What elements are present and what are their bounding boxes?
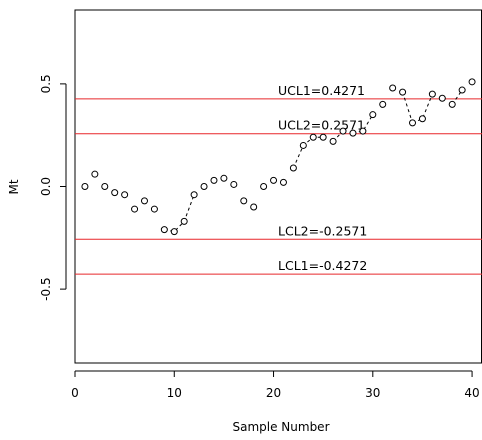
dashed-segment-2 (292, 136, 324, 169)
y-tick-label: 0.5 (39, 74, 53, 93)
data-point (359, 127, 367, 135)
data-point (428, 90, 436, 98)
x-axis-label: Sample Number (232, 420, 329, 434)
data-point (399, 88, 407, 96)
data-point (339, 127, 347, 135)
data-point (210, 176, 218, 184)
control-line-label-4: LCL1=-0.4272 (278, 258, 367, 273)
control-lines: UCL1=0.4271UCL2=0.2571LCL2=-0.2571LCL1=-… (75, 83, 482, 275)
data-point (458, 86, 466, 94)
data-point (349, 129, 357, 137)
data-point (180, 217, 188, 225)
data-point (468, 78, 476, 86)
y-tick-label: 0.0 (39, 177, 53, 196)
data-point (369, 111, 377, 119)
data-point (150, 205, 158, 213)
plot-border (74, 9, 482, 364)
x-axis: 0 10 20 30 40 (71, 370, 480, 400)
x-tick-label: 0 (71, 386, 79, 400)
data-point (279, 178, 287, 186)
plot-frame (74, 9, 482, 364)
data-point (230, 180, 238, 188)
data-point (111, 189, 119, 197)
data-point (240, 197, 248, 205)
data-point (389, 84, 397, 92)
data-point (260, 183, 268, 190)
data-point (170, 228, 178, 236)
data-point (299, 141, 307, 149)
data-point (121, 191, 129, 199)
data-point (409, 119, 417, 127)
data-point (289, 164, 297, 172)
x-tick-label: 20 (266, 386, 281, 400)
x-tick-label: 10 (167, 386, 182, 400)
control-line-label-1: UCL1=0.4271 (278, 83, 365, 98)
data-point (220, 174, 228, 182)
data-point (319, 133, 327, 141)
data-point (309, 133, 317, 141)
data-point (329, 137, 337, 145)
data-point (379, 100, 387, 108)
data-point (101, 183, 109, 190)
data-point (200, 183, 208, 190)
data-point (81, 183, 89, 190)
data-point (418, 115, 426, 123)
dashed-segment-5 (402, 91, 413, 124)
y-axis: -0.5 0.0 0.5 (39, 74, 67, 301)
y-tick-label: -0.5 (39, 277, 53, 300)
x-tick-label: 40 (464, 386, 479, 400)
x-tick-label: 30 (365, 386, 380, 400)
data-point (250, 203, 258, 211)
data-point (160, 226, 168, 234)
data-point (131, 205, 139, 213)
y-axis-label: Mt (7, 179, 21, 194)
data-point (438, 94, 446, 102)
control-line-label-3: LCL2=-0.2571 (278, 223, 367, 238)
data-point (190, 191, 198, 199)
data-point (140, 197, 148, 205)
connecting-segments (164, 89, 463, 233)
data-point (91, 170, 99, 178)
data-point (270, 176, 278, 184)
data-point (448, 100, 456, 108)
data-points (81, 78, 476, 236)
dashed-segment-1 (164, 194, 195, 233)
